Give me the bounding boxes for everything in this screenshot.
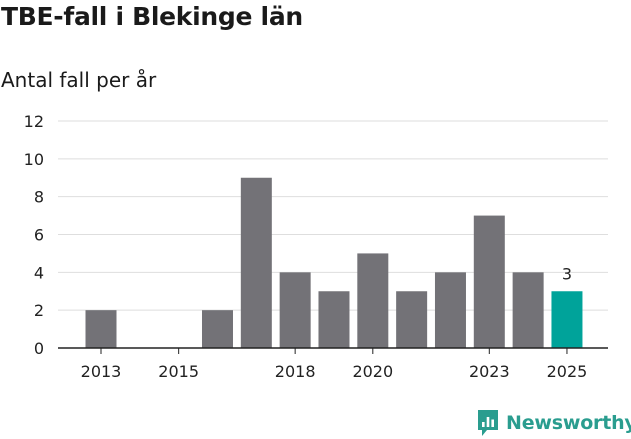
y-tick-label: 8 xyxy=(34,188,44,207)
x-tick-label: 2025 xyxy=(547,362,588,381)
bar xyxy=(240,177,272,348)
y-tick-label: 6 xyxy=(34,226,44,245)
bar xyxy=(473,215,505,348)
bar xyxy=(357,253,389,348)
y-tick-label: 12 xyxy=(24,112,44,131)
bar xyxy=(551,291,583,348)
bar xyxy=(396,291,428,348)
x-tick-label: 2015 xyxy=(158,362,199,381)
bar xyxy=(512,272,544,348)
y-tick-label: 2 xyxy=(34,301,44,320)
y-tick-label: 0 xyxy=(34,339,44,358)
y-tick-label: 4 xyxy=(34,263,44,282)
x-tick-label: 2020 xyxy=(352,362,393,381)
newsworthy-logo-icon xyxy=(478,410,498,436)
bar xyxy=(201,310,233,348)
newsworthy-logo: Newsworthy xyxy=(476,408,631,438)
chart-subtitle: Antal fall per år xyxy=(1,68,157,92)
bar xyxy=(85,310,117,348)
x-tick-label: 2018 xyxy=(275,362,316,381)
x-tick-label: 2013 xyxy=(81,362,122,381)
bar-data-label: 3 xyxy=(562,264,572,283)
y-tick-label: 10 xyxy=(24,150,44,169)
chart-title: TBE-fall i Blekinge län xyxy=(1,2,303,31)
bar xyxy=(318,291,350,348)
bar xyxy=(279,272,311,348)
x-tick-label: 2023 xyxy=(469,362,510,381)
newsworthy-logo-text: Newsworthy xyxy=(506,412,631,434)
bar xyxy=(434,272,466,348)
